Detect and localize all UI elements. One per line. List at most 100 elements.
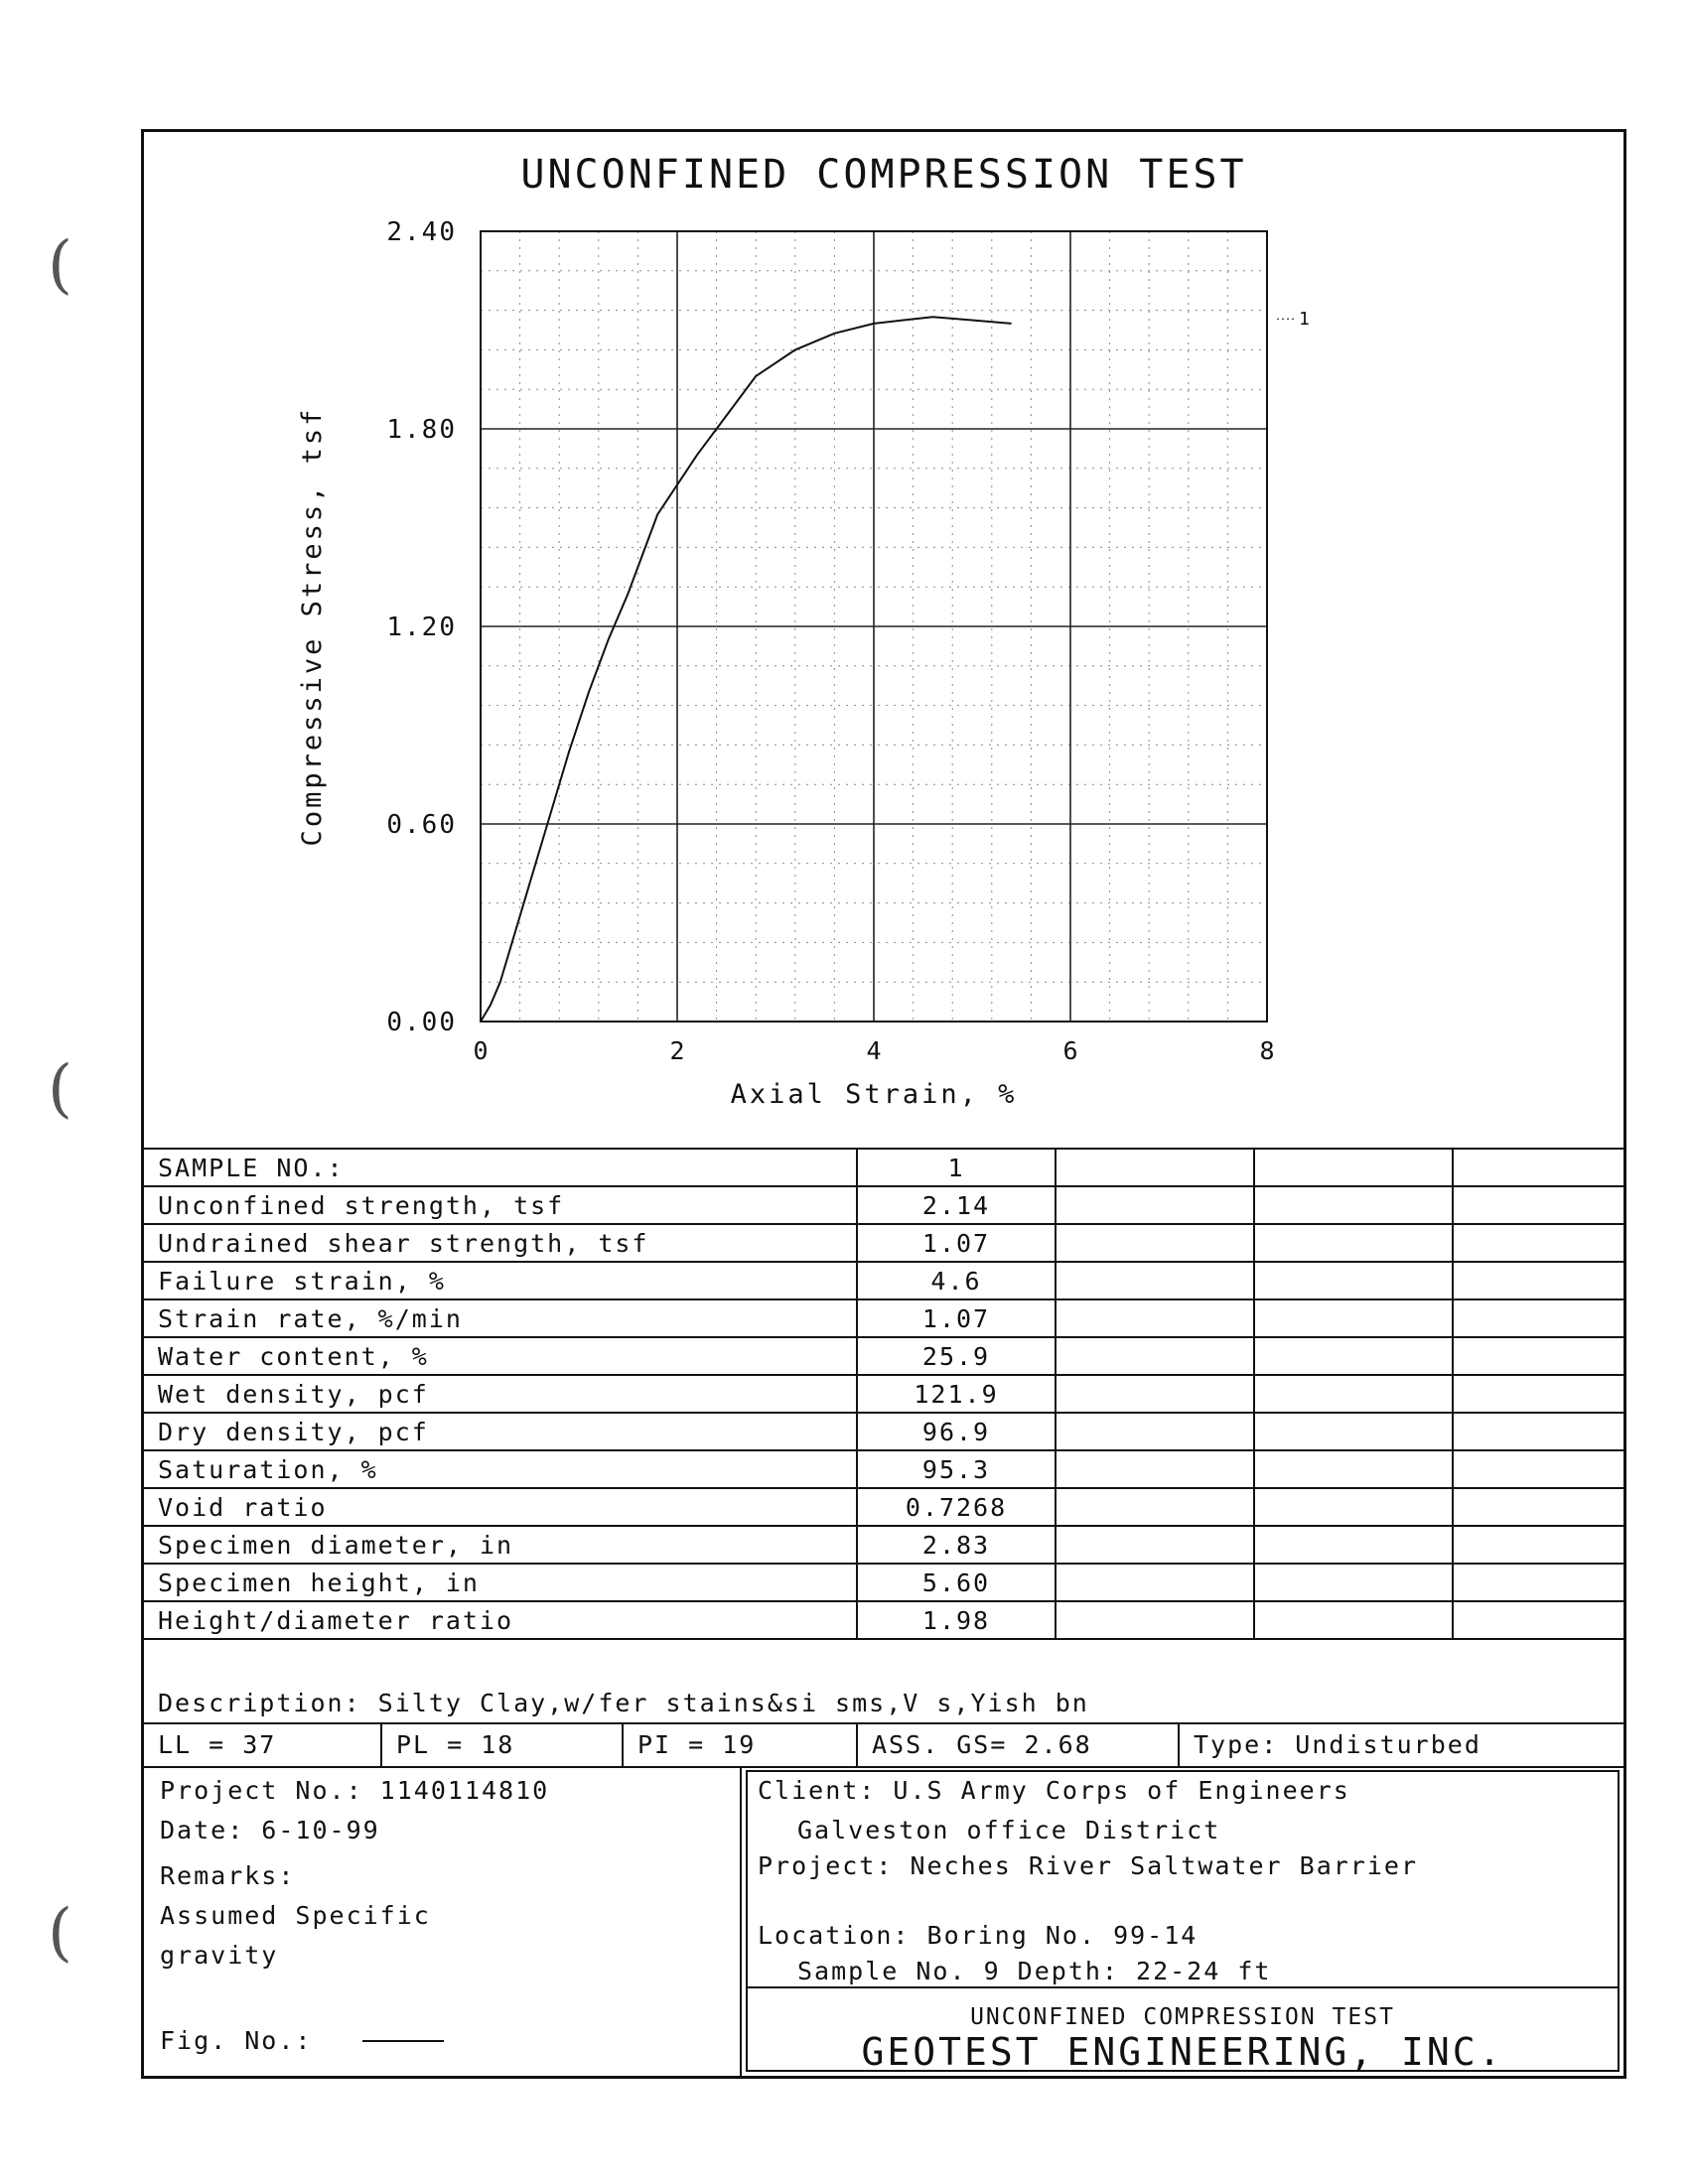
empty-sample-cell [1253,1413,1453,1451]
empty-sample-cell [1253,1375,1453,1414]
row-label: Wet density, pcf [144,1375,857,1414]
row-label: Undrained shear strength, tsf [144,1224,857,1263]
liquid-limit: LL = 37 [144,1724,382,1766]
table-row: Dry density, pcf 96.9 [144,1413,1623,1451]
remarks-line: gravity [160,1941,279,1970]
sample-type: Type: Undisturbed [1194,1730,1481,1759]
sample-1-value: 96.9 [856,1413,1056,1451]
empty-sample-cell [1452,1186,1623,1225]
limits-row: LL = 37 PL = 18 PI = 19 ASS. GS= 2.68 Ty… [144,1724,1623,1768]
sample-1-value: 5.60 [856,1564,1056,1602]
binder-hole-mark: ( [48,1896,72,1970]
series-line [480,316,1012,1023]
empty-sample-cell [1452,1299,1623,1338]
test-date: Date: 6-10-99 [160,1816,380,1844]
row-label: Specimen height, in [144,1564,857,1602]
empty-sample-cell [1253,1337,1453,1376]
y-axis-label: Compressive Stress, tsf [297,407,328,847]
sample-1-value: 121.9 [856,1375,1056,1414]
table-row: Undrained shear strength, tsf 1.07 [144,1224,1623,1263]
empty-sample-cell [1055,1299,1254,1338]
binder-hole-mark: ( [48,1052,72,1126]
report-sheet: UNCONFINED COMPRESSION TEST 0 2 4 6 8 0.00 0.6… [141,129,1626,2079]
row-label: Unconfined strength, tsf [144,1186,857,1225]
table-row: SAMPLE NO.: 1 [144,1148,1623,1187]
empty-sample-cell [1055,1337,1254,1376]
sample-1-value: 95.3 [856,1450,1056,1489]
y-tick-label: 0.60 [386,810,457,840]
row-label: Strain rate, %/min [144,1299,857,1338]
x-tick-label: 4 [866,1036,881,1065]
empty-sample-cell [1253,1262,1453,1300]
client-district: Galveston office District [797,1816,1221,1844]
chart-title: UNCONFINED COMPRESSION TEST [520,152,1247,198]
empty-sample-cell [1055,1224,1254,1263]
empty-sample-cell [1055,1564,1254,1602]
empty-sample-cell [1452,1526,1623,1565]
table-row: Unconfined strength, tsf 2.14 [144,1186,1623,1225]
y-tick-label: 1.20 [386,613,457,642]
empty-sample-cell [1452,1601,1623,1640]
empty-sample-cell [1253,1148,1453,1187]
table-row: Specimen diameter, in 2.83 [144,1526,1623,1565]
plastic-limit: PL = 18 [382,1724,624,1766]
boring-location: Location: Boring No. 99-14 [758,1921,1198,1950]
table-row: Wet density, pcf 121.9 [144,1375,1623,1414]
specific-gravity: ASS. GS= 2.68 [858,1724,1180,1766]
empty-sample-cell [1452,1337,1623,1376]
sample-1-value: 0.7268 [856,1488,1056,1527]
row-label: Void ratio [144,1488,857,1527]
table-row: Water content, % 25.9 [144,1337,1623,1376]
table-row: Saturation, % 95.3 [144,1450,1623,1489]
sample-1-value: 2.83 [856,1526,1056,1565]
empty-sample-cell [1253,1601,1453,1640]
empty-sample-cell [1055,1601,1254,1640]
sample-1-value: 1 [856,1148,1056,1187]
remarks-line: Assumed Specific [160,1901,431,1930]
row-label: SAMPLE NO.: [144,1148,857,1187]
empty-sample-cell [1055,1262,1254,1300]
sample-1-value: 25.9 [856,1337,1056,1376]
row-label: Specimen diameter, in [144,1526,857,1565]
empty-sample-cell [1452,1148,1623,1187]
stress-strain-chart: 0 2 4 6 8 0.00 0.60 1.20 1.80 2.40 Axial Strain, %… [297,217,1310,1110]
x-tick-label: 0 [473,1036,488,1065]
x-tick-label: 6 [1062,1036,1077,1065]
empty-sample-cell [1452,1450,1623,1489]
empty-sample-cell [1055,1375,1254,1414]
empty-sample-cell [1253,1450,1453,1489]
empty-sample-cell [1253,1186,1453,1225]
remarks-label: Remarks: [160,1861,296,1890]
empty-sample-cell [1452,1413,1623,1451]
binder-hole-mark: ( [48,228,72,302]
empty-sample-cell [1452,1262,1623,1300]
project-number: Project No.: 1140114810 [160,1776,550,1805]
row-label: Water content, % [144,1337,857,1376]
figure-number-label: Fig. No.: [160,2026,313,2055]
client-name: Client: U.S Army Corps of Engineers [758,1776,1350,1805]
plasticity-index: PI = 19 [624,1724,858,1766]
empty-sample-cell [1055,1186,1254,1225]
x-tick-label: 2 [669,1036,684,1065]
sample-1-value: 1.07 [856,1224,1056,1263]
empty-sample-cell [1253,1299,1453,1338]
table-row: Void ratio 0.7268 [144,1488,1623,1527]
sample-1-value: 1.98 [856,1601,1056,1640]
empty-sample-cell [1055,1488,1254,1527]
sample-1-value: 1.07 [856,1299,1056,1338]
empty-sample-cell [1452,1488,1623,1527]
empty-sample-cell [1253,1224,1453,1263]
x-tick-label: 8 [1259,1036,1274,1065]
sample-depth: Sample No. 9 Depth: 22-24 ft [797,1957,1272,1985]
empty-sample-cell [1055,1450,1254,1489]
footer-divider [748,1986,1618,1988]
table-row: Specimen height, in 5.60 [144,1564,1623,1602]
project-name: Project: Neches River Saltwater Barrier [758,1851,1418,1880]
y-tick-label: 1.80 [386,415,457,445]
empty-sample-cell [1452,1564,1623,1602]
table-row: Failure strain, % 4.6 [144,1262,1623,1300]
empty-sample-cell [1452,1224,1623,1263]
project-info: Project No.: 1140114810 Date: 6-10-99 Re… [144,1766,742,2076]
table-row: Strain rate, %/min 1.07 [144,1299,1623,1338]
empty-sample-cell [1253,1526,1453,1565]
